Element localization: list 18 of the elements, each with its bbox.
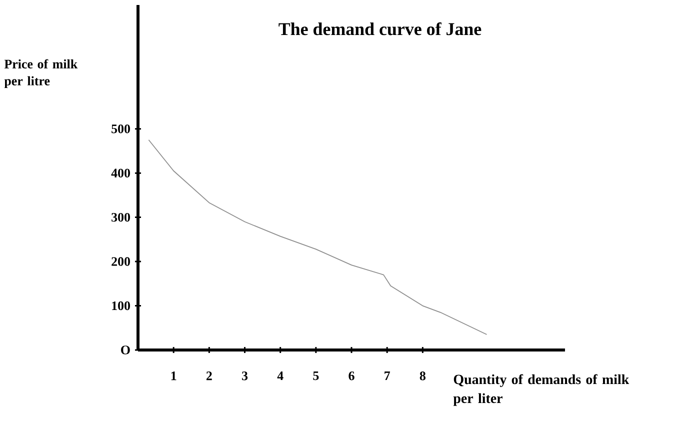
x-axis-title: Quantity of demands of milk per liter: [453, 374, 630, 406]
y-tick-label: 300: [112, 212, 130, 222]
y-tick-label: 200: [112, 257, 130, 266]
line-series: [148, 139, 488, 335]
x-tick-label: 5: [313, 372, 319, 380]
x-tick-label: 6: [348, 372, 354, 380]
x-tick-label: 3: [242, 372, 248, 380]
x-tick-label: 4: [277, 372, 284, 380]
y-tick-label: 400: [111, 168, 130, 178]
text: The demand curve of Jane: [278, 22, 482, 36]
x-tick-label: 2: [206, 372, 212, 380]
y-tick-label: O: [121, 346, 130, 354]
y-axis-title: Price of milk per litre: [4, 59, 78, 88]
y-tick-label: 500: [112, 124, 130, 134]
x-tick-label: 8: [420, 372, 426, 380]
x-tick-label: 7: [384, 372, 390, 380]
y-tick-label: 100: [112, 301, 130, 310]
x-tick-label: 1: [171, 372, 176, 380]
